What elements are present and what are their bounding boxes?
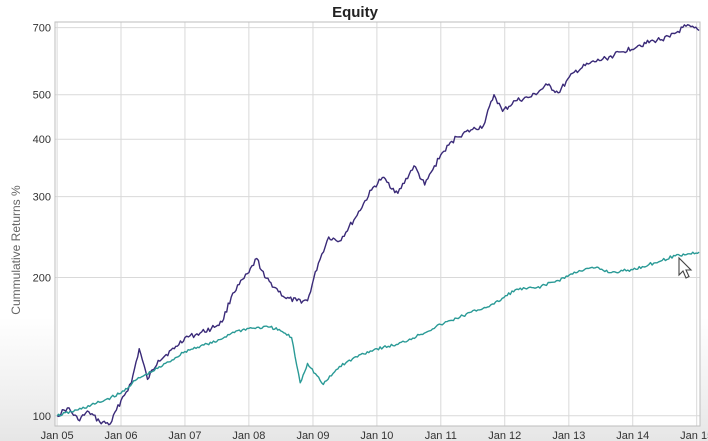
x-tick-label: Jan 07 xyxy=(168,430,201,441)
x-tick-label: Jan 10 xyxy=(360,430,393,441)
y-tick-label: 700 xyxy=(33,23,51,35)
plot-background xyxy=(55,22,700,426)
y-tick-label: 300 xyxy=(33,192,51,204)
x-tick-label: Jan 11 xyxy=(425,430,457,441)
plot-frame xyxy=(54,21,701,427)
series-line-2 xyxy=(56,251,700,417)
x-tick-label: Jan 08 xyxy=(232,430,265,441)
y-tick-label: 100 xyxy=(33,411,51,423)
x-tick-label: Jan 05 xyxy=(41,430,74,441)
grid-lines xyxy=(54,21,701,427)
x-tick-label: Jan 12 xyxy=(488,430,521,441)
series-line-1 xyxy=(56,24,700,426)
y-tick-label: 200 xyxy=(33,273,51,285)
x-tick-label: Jan 09 xyxy=(296,430,329,441)
y-axis-label: Cummulative Returns % xyxy=(9,185,23,315)
x-tick-label: Jan 15 xyxy=(680,430,708,441)
x-tick-label: Jan 14 xyxy=(616,430,649,441)
axis-tick-labels: Jan 05 Jan 06 Jan 07 Jan 08 Jan 09 Jan 10 Jan … xyxy=(33,23,708,441)
x-tick-label: Jan 06 xyxy=(105,430,138,441)
series-lines xyxy=(56,24,700,426)
mouse-cursor-icon xyxy=(678,256,693,279)
chart-title: Equity xyxy=(332,4,378,21)
y-tick-label: 500 xyxy=(33,90,51,102)
y-tick-label: 400 xyxy=(33,134,51,146)
x-tick-label: Jan 13 xyxy=(552,430,585,441)
